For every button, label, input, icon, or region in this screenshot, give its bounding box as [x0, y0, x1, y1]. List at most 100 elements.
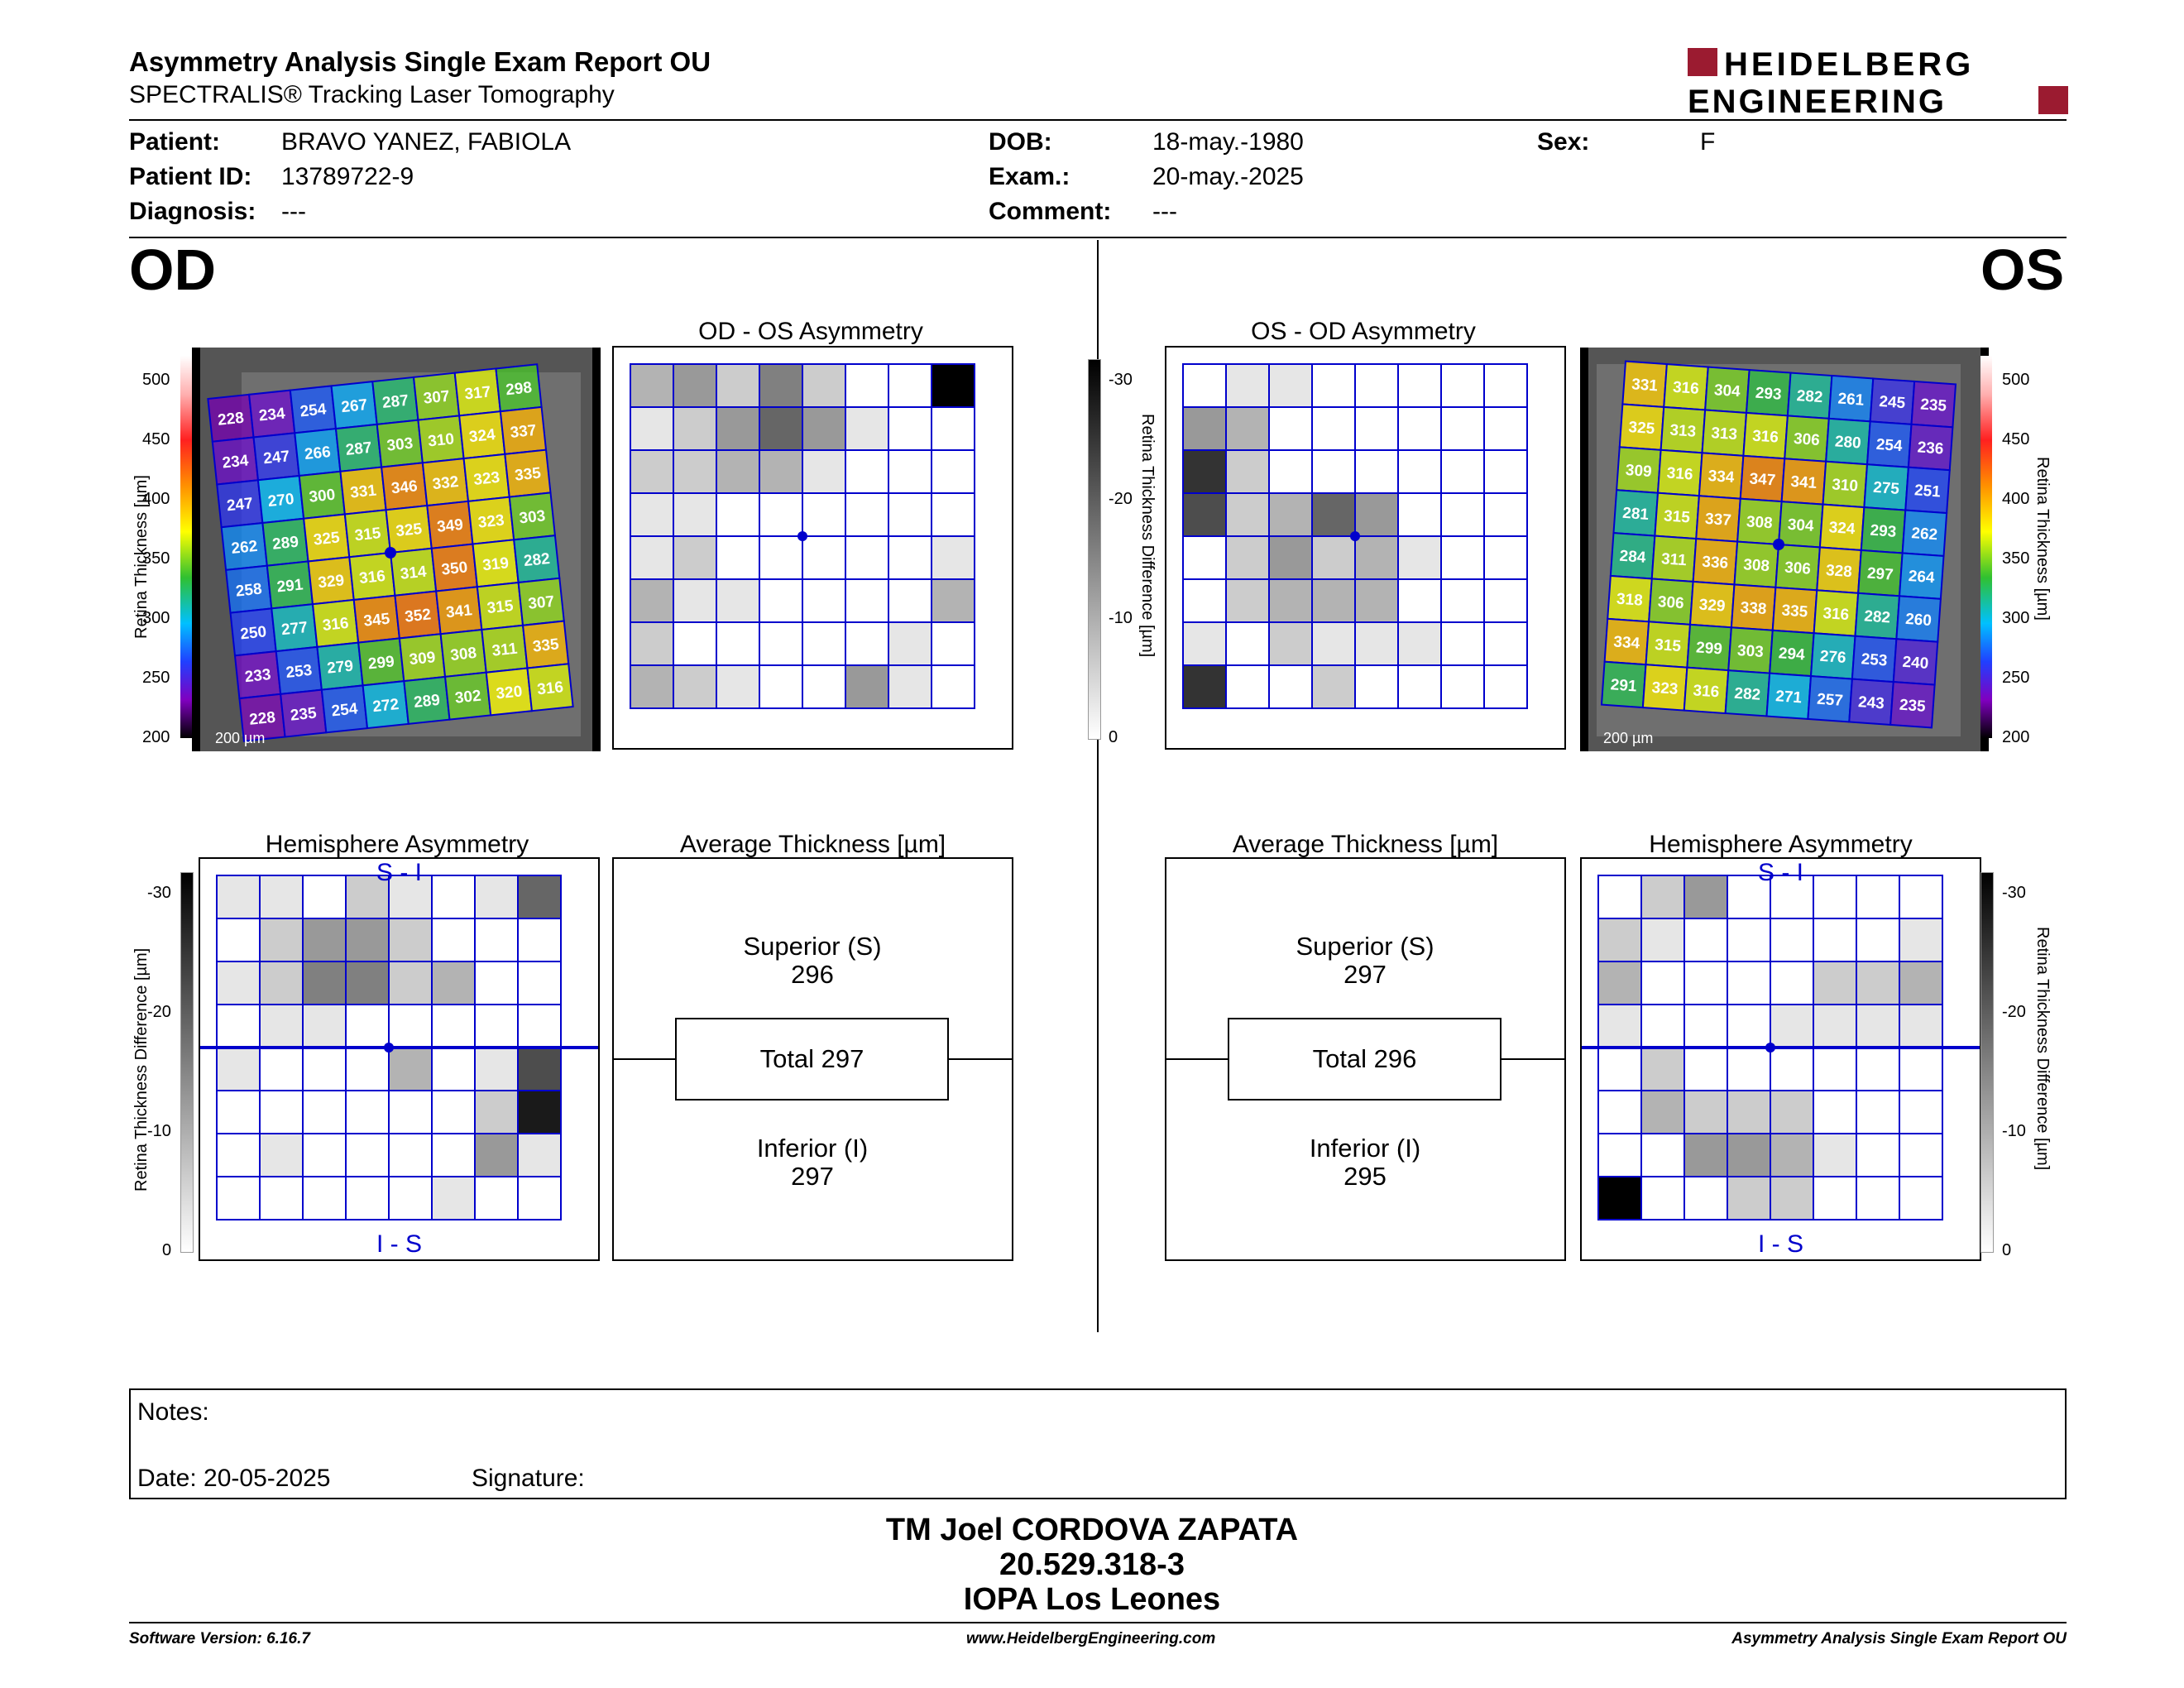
os-map-value: 334 — [1613, 633, 1641, 652]
os-hemi-cell — [1640, 875, 1685, 919]
notes-box[interactable]: Notes: Date: 20-05-2025 Signature: — [129, 1388, 2067, 1499]
od-map-value: 352 — [404, 606, 432, 626]
od-asym-cell — [716, 492, 760, 537]
od-asym-cell — [931, 621, 975, 666]
os-hemi-cell — [1727, 918, 1771, 962]
os-map-value: 281 — [1622, 505, 1650, 524]
os-map-value: 329 — [1698, 596, 1726, 615]
footer-url[interactable]: www.HeidelbergEngineering.com — [966, 1630, 1216, 1647]
os-superior-value: 297 — [1343, 960, 1387, 989]
od-asym-cell — [845, 363, 889, 408]
od-hemi-cell — [517, 918, 562, 962]
od-asym-cell — [630, 535, 674, 580]
os-asym-cell — [1483, 363, 1528, 408]
os-hemi-cell — [1640, 1004, 1685, 1048]
od-hemi-cell — [302, 1004, 347, 1048]
os-hemi-cell — [1813, 961, 1857, 1005]
od-hemi-cell — [388, 1004, 433, 1048]
od-asym-cell — [630, 363, 674, 408]
od-hemi-cell — [474, 1047, 519, 1091]
os-map-value: 235 — [1920, 396, 1948, 415]
od-map-value: 233 — [244, 666, 272, 686]
od-map-value: 234 — [258, 405, 286, 424]
od-map-value: 323 — [477, 511, 505, 531]
os-hemi-axis-label: Retina Thickness Difference [µm] — [2033, 927, 2052, 1171]
od-map-value: 307 — [527, 593, 555, 613]
od-asym-cell — [802, 578, 846, 623]
patient-id: 13789722-9 — [281, 163, 414, 190]
os-hemi-cell — [1899, 961, 1943, 1005]
os-map-value: 309 — [1625, 462, 1652, 481]
patient-id-label: Patient ID: — [129, 163, 252, 190]
od-hemi-cell — [517, 1004, 562, 1048]
od-asym-cell — [673, 664, 717, 709]
od-hemi-panel — [199, 857, 600, 1261]
os-map-value: 293 — [1755, 385, 1782, 404]
od-asym-cell — [759, 621, 803, 666]
os-inferior-value: 295 — [1343, 1162, 1387, 1191]
od-hemi-cell — [345, 1047, 390, 1091]
od-map-value: 262 — [231, 538, 259, 558]
os-asym-cell — [1397, 535, 1442, 580]
os-asym-cell — [1311, 363, 1356, 408]
center-diff-colorbar — [1088, 359, 1101, 740]
os-asym-cell — [1311, 664, 1356, 709]
od-hemi-cell — [216, 961, 261, 1005]
exam-value: 20-may.-2025 — [1152, 163, 1304, 190]
sex-label: Sex: — [1537, 128, 1590, 156]
od-hemi-fovea-marker — [384, 1043, 394, 1053]
od-map-value: 247 — [262, 448, 290, 468]
od-hemi-cell — [259, 918, 304, 962]
exam-label: Exam.: — [989, 163, 1070, 190]
od-map-value: 289 — [413, 692, 441, 712]
os-asym-cell — [1483, 492, 1528, 537]
os-avg-title: Average Thickness [µm] — [1232, 831, 1499, 858]
od-map-value: 341 — [445, 602, 473, 621]
os-hemi-cell — [1770, 1090, 1814, 1134]
od-asym-cell — [673, 535, 717, 580]
od-hemi-cell — [517, 1047, 562, 1091]
od-hemi-cell — [474, 875, 519, 919]
od-hemi-title: Hemisphere Asymmetry — [265, 831, 529, 858]
od-hemi-cell — [216, 1090, 261, 1134]
os-asym-cell — [1440, 535, 1485, 580]
od-hemi-cell — [431, 1176, 476, 1220]
os-asym-cell — [1397, 492, 1442, 537]
os-hemi-cell — [1640, 961, 1685, 1005]
os-map-value: 306 — [1784, 559, 1811, 578]
os-asym-cell — [1182, 664, 1227, 709]
os-hemi-top-label: S - I — [1757, 859, 1803, 886]
od-asym-cell — [759, 578, 803, 623]
od-hemi-cell — [388, 1133, 433, 1177]
od-inferior-value: 297 — [791, 1162, 834, 1191]
od-map-value: 308 — [449, 645, 477, 664]
od-map-value: 287 — [345, 439, 373, 459]
od-asym-panel — [612, 346, 1013, 750]
od-hemi-cell — [431, 1047, 476, 1091]
os-hemi-fovea-marker — [1765, 1043, 1775, 1053]
os-hemi-cell — [1899, 1047, 1943, 1091]
od-hemi-tick-30: -30 — [147, 884, 171, 902]
os-hemi-cell — [1770, 1047, 1814, 1091]
heidelberg-logo: HEIDELBERG ENGINEERING — [1688, 46, 2068, 116]
os-asym-cell — [1182, 449, 1227, 494]
os-map-cell — [1889, 681, 1936, 729]
os-asym-cell — [1182, 492, 1227, 537]
os-map-value: 251 — [1913, 482, 1942, 501]
od-asym-cell — [845, 664, 889, 709]
od-hemi-cell — [345, 918, 390, 962]
od-hemi-cell — [216, 918, 261, 962]
od-map-value: 335 — [514, 464, 542, 484]
od-hemi-cell — [345, 1133, 390, 1177]
os-map-value: 341 — [1790, 473, 1818, 492]
od-asym-cell — [630, 449, 674, 494]
os-hemi-cell — [1684, 1047, 1728, 1091]
od-asym-cell — [716, 621, 760, 666]
od-map-value: 317 — [464, 383, 492, 403]
os-map-value: 243 — [1857, 693, 1885, 712]
footer-divider — [129, 1622, 2067, 1623]
logo-line1: HEIDELBERG — [1724, 46, 1974, 83]
od-thickness-grid: 228 234 254 267 287 307 317 298 234 247 266 287 303 3… — [207, 363, 574, 742]
os-hemi-tick-0: 0 — [2002, 1241, 2012, 1259]
od-hemi-cell — [345, 1090, 390, 1134]
